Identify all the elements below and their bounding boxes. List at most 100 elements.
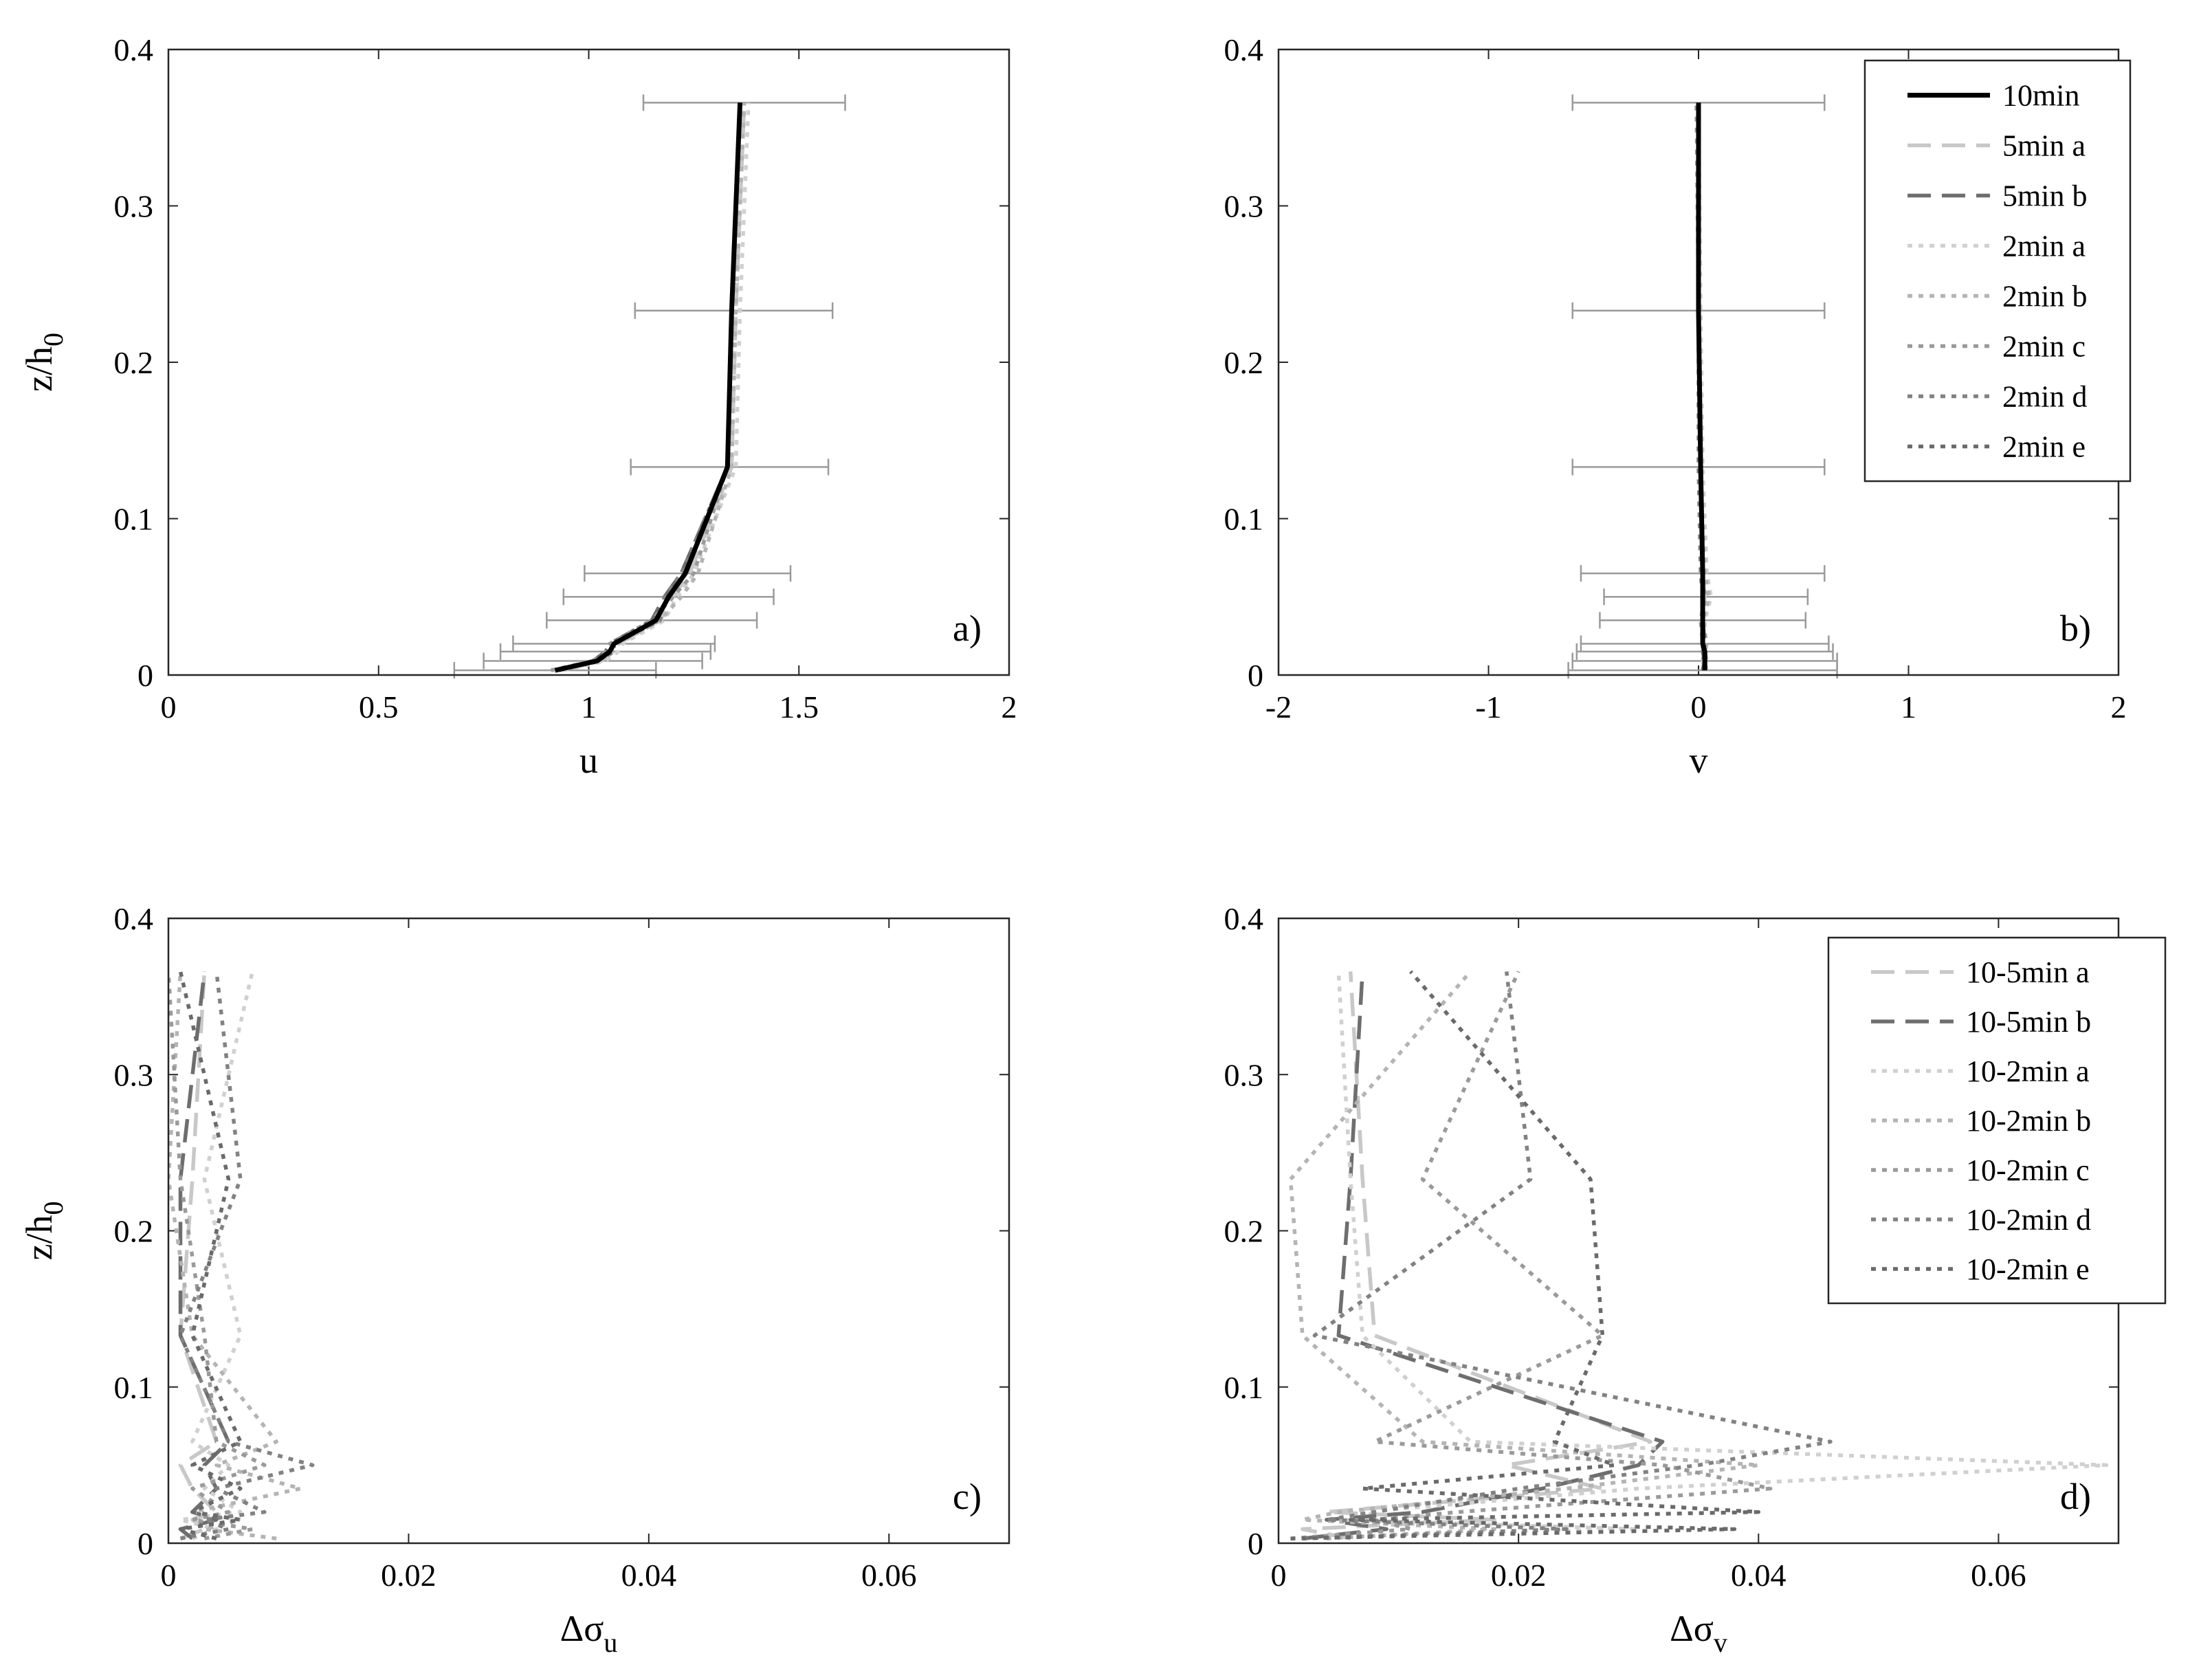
y-tick-label: 0.2 bbox=[1224, 345, 1264, 380]
x-axis-label-sub: v bbox=[1714, 1627, 1727, 1658]
legend-entry: 2min d bbox=[2002, 380, 2087, 414]
x-axis-label-sub: u bbox=[604, 1627, 617, 1658]
legend-entry: 5min b bbox=[2002, 179, 2087, 213]
y-tick-label: 0.2 bbox=[114, 1214, 154, 1249]
y-tick-label: 0 bbox=[137, 658, 153, 693]
series-line-10-2min-c bbox=[1290, 971, 1773, 1540]
panel-label: c) bbox=[953, 1476, 982, 1517]
x-axis-label: Δσv bbox=[1670, 1608, 1727, 1658]
x-tick-label: 2 bbox=[2111, 689, 2127, 725]
legend-entry: 10-2min c bbox=[1966, 1153, 2090, 1187]
x-tick-label: 0 bbox=[161, 1558, 177, 1593]
x-tick-label: 0 bbox=[161, 689, 177, 725]
y-tick-label: 0.4 bbox=[1224, 32, 1264, 67]
panel-label: b) bbox=[2060, 608, 2091, 649]
y-tick-label: 0.3 bbox=[114, 189, 154, 224]
series-line-10-2min-d bbox=[178, 971, 315, 1540]
x-tick-label: -1 bbox=[1475, 689, 1501, 725]
legend-box bbox=[1863, 59, 2132, 483]
x-axis-label-text: u bbox=[579, 740, 598, 781]
plot-frame bbox=[167, 48, 1010, 676]
y-tick-label: 0 bbox=[1248, 658, 1263, 693]
legend-entry: 2min a bbox=[2002, 230, 2086, 263]
x-axis-label-text: v bbox=[1690, 740, 1708, 781]
y-tick-label: 0.2 bbox=[114, 345, 154, 380]
legend: 10min 5min a 5min b 2min a 2min b 2min c 2min … bbox=[1863, 59, 2132, 483]
legend-entry: 10-5min b bbox=[1966, 1005, 2091, 1039]
x-tick-label: 0.06 bbox=[861, 1558, 917, 1593]
y-tick-label: 0.2 bbox=[1224, 1214, 1264, 1249]
legend-entry: 10-2min d bbox=[1966, 1203, 2091, 1237]
series-line-10-5min-b bbox=[178, 971, 231, 1540]
y-tick-label: 0.3 bbox=[114, 1057, 154, 1092]
plot-frame bbox=[167, 917, 1010, 1545]
x-tick-label: 0 bbox=[1271, 1558, 1287, 1593]
legend-entry: 2min b bbox=[2002, 280, 2087, 313]
series-line-10-5min-b bbox=[1302, 971, 1665, 1540]
series-line-2min-e bbox=[554, 102, 742, 672]
y-axis-label: z/h0 bbox=[19, 1202, 69, 1261]
y-tick-label: 0.3 bbox=[1224, 1057, 1264, 1092]
x-axis-label: v bbox=[1690, 740, 1708, 781]
x-tick-label: 1 bbox=[581, 689, 597, 725]
y-tick-label: 0.1 bbox=[114, 1370, 154, 1405]
series-line-5min-b bbox=[554, 102, 742, 672]
y-tick-label: 0.3 bbox=[1224, 189, 1264, 224]
legend-entry: 10min bbox=[2002, 79, 2079, 113]
y-axis-label-text: z/h bbox=[19, 1215, 60, 1261]
legend-entry: 2min e bbox=[2002, 430, 2086, 464]
x-tick-label: 1 bbox=[1901, 689, 1916, 725]
panel-b: -2 -1 0 1 2 0 0.1 0.2 0.3 0.4 b) v 10min 5min a 5min b… bbox=[1224, 32, 2132, 781]
y-axis-label: z/h0 bbox=[19, 333, 69, 392]
series-line-10-2min-e bbox=[178, 971, 243, 1540]
legend-entry: 2min c bbox=[2002, 330, 2086, 364]
y-axis-label-text: z/h bbox=[19, 346, 60, 392]
x-tick-label: 0.02 bbox=[381, 1558, 436, 1593]
y-tick-label: 0 bbox=[137, 1526, 153, 1561]
series-line-5min-a bbox=[559, 102, 746, 672]
legend-entry: 5min a bbox=[2002, 129, 2086, 163]
y-tick-label: 0 bbox=[1248, 1526, 1263, 1561]
series-line-10min bbox=[1696, 102, 1707, 671]
series-line-2min-d bbox=[554, 102, 742, 672]
legend-entry: 10-2min a bbox=[1966, 1054, 2090, 1088]
legend-entry: 10-2min b bbox=[1966, 1104, 2091, 1138]
panel-d: 0 0.02 0.04 0.06 0 0.1 0.2 0.3 0.4 d) Δσv 10-5min a… bbox=[1224, 901, 2167, 1658]
legend-entry: 10-2min e bbox=[1966, 1252, 2090, 1286]
x-axis-label-text: Δσ bbox=[1670, 1608, 1714, 1649]
x-tick-label: 0.04 bbox=[1731, 1558, 1787, 1593]
y-tick-label: 0.1 bbox=[114, 502, 154, 537]
series-line-2min-b bbox=[559, 102, 746, 672]
x-tick-label: 2 bbox=[1002, 689, 1017, 725]
y-tick-label: 0.1 bbox=[1224, 1370, 1264, 1405]
x-axis-label: u bbox=[579, 740, 598, 781]
y-tick-label: 0.4 bbox=[114, 901, 154, 936]
x-tick-label: -2 bbox=[1265, 689, 1292, 725]
x-tick-label: 0.04 bbox=[621, 1558, 677, 1593]
series-line-10min bbox=[554, 102, 743, 673]
legend: 10-5min a 10-5min b 10-2min a 10-2min b 10-2… bbox=[1827, 936, 2167, 1305]
y-tick-label: 0.4 bbox=[114, 32, 154, 67]
y-tick-label: 0.1 bbox=[1224, 502, 1264, 537]
y-tick-label: 0.4 bbox=[1224, 901, 1264, 936]
x-tick-label: 1.5 bbox=[779, 689, 819, 725]
x-tick-label: 0.02 bbox=[1491, 1558, 1547, 1593]
series-line-2min-a bbox=[563, 102, 751, 672]
x-tick-label: 0.5 bbox=[359, 689, 399, 725]
panel-a: 0 0.5 1 1.5 200.10.20.30.4a)uz/h0 bbox=[19, 32, 1017, 781]
panel-label: d) bbox=[2060, 1476, 2091, 1517]
series-line-10-2min-e bbox=[1290, 970, 1761, 1540]
series-line-10-5min-a bbox=[178, 971, 219, 1540]
x-tick-label: 0.06 bbox=[1971, 1558, 2026, 1593]
series-line-10-2min-d bbox=[1302, 971, 1833, 1540]
y-axis-label-sub: 0 bbox=[38, 1202, 69, 1215]
x-tick-label: 0 bbox=[1691, 689, 1707, 725]
panel-label: a) bbox=[953, 608, 982, 649]
x-axis-label: Δσu bbox=[560, 1608, 618, 1658]
y-axis-label-sub: 0 bbox=[38, 333, 69, 346]
x-axis-label-text: Δσ bbox=[560, 1608, 604, 1649]
series-line-2min-c bbox=[550, 102, 742, 672]
legend-entry: 10-5min a bbox=[1966, 955, 2090, 989]
